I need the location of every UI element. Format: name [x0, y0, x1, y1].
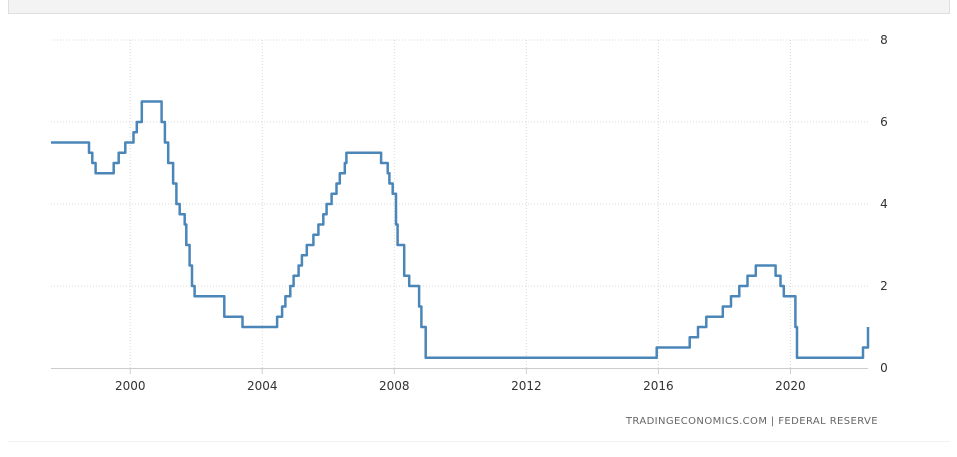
y-tick-label: 8 — [880, 33, 888, 47]
series-layer — [51, 100, 870, 360]
y-tick-label: 2 — [880, 279, 888, 293]
series-line — [51, 100, 870, 360]
x-axis — [51, 368, 868, 374]
y-tick-label: 4 — [880, 197, 888, 211]
source-credit: TRADINGECONOMICS.COM | FEDERAL RESERVE — [625, 416, 878, 427]
x-tick-label: 2012 — [511, 379, 542, 393]
x-tick-label: 2000 — [115, 379, 146, 393]
line-chart: 0 2 4 6 8 2000 2004 2008 2012 2016 2020 TRADINGECO… — [51, 33, 888, 427]
chart-header-bar — [8, 0, 950, 14]
x-tick-label: 2020 — [775, 379, 806, 393]
x-tick-label: 2016 — [643, 379, 674, 393]
grid-lines — [51, 39, 868, 368]
tick-labels: 0 2 4 6 8 2000 2004 2008 2012 2016 2020 — [115, 33, 888, 393]
y-tick-label: 6 — [880, 115, 888, 129]
y-tick-label: 0 — [880, 361, 888, 375]
x-tick-label: 2008 — [379, 379, 410, 393]
chart-panel: 0 2 4 6 8 2000 2004 2008 2012 2016 2020 TRADINGECO… — [8, 14, 950, 442]
x-tick-label: 2004 — [247, 379, 278, 393]
